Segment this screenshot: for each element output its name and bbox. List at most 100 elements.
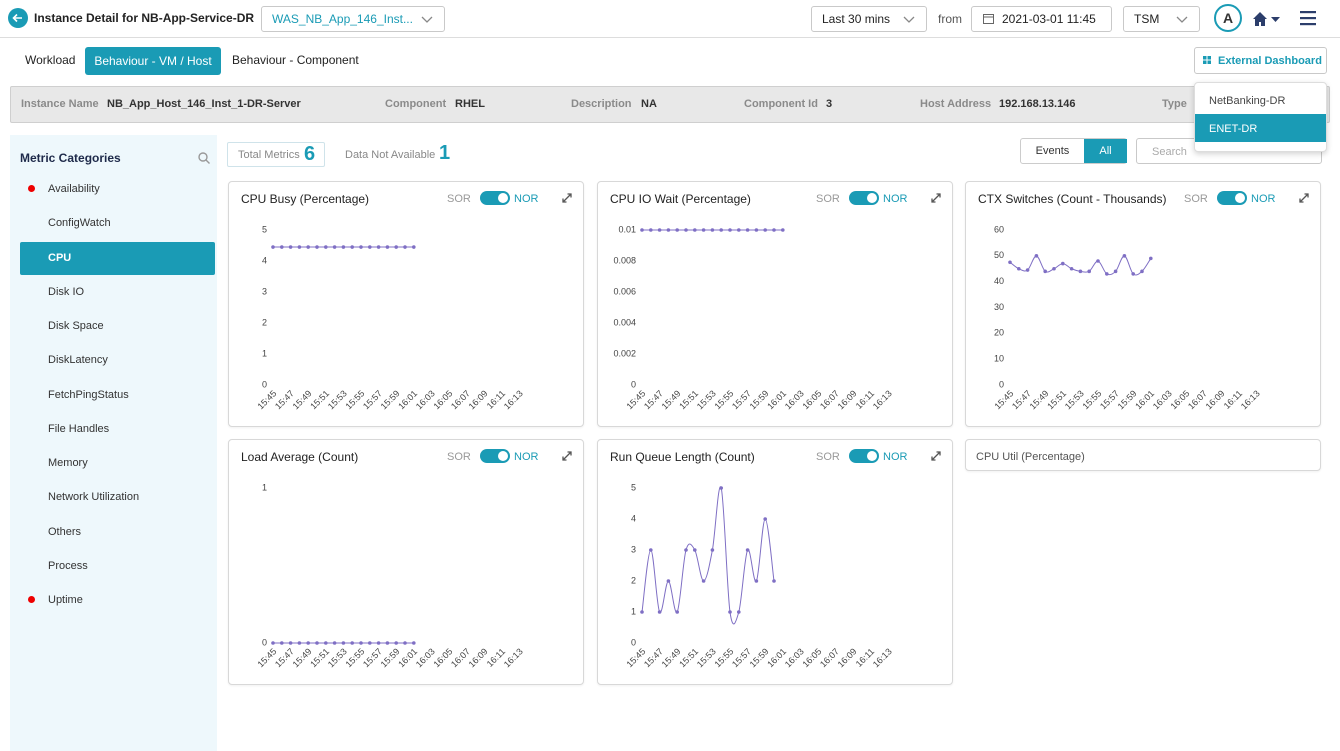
dashboard-icon-cell	[1207, 60, 1211, 64]
toggle-label[interactable]: SOR	[816, 193, 840, 205]
menu-icon[interactable]	[1300, 11, 1316, 26]
menu-line	[1300, 23, 1316, 26]
expand-icon[interactable]	[562, 451, 572, 461]
toggle-label[interactable]: SOR	[1184, 193, 1208, 205]
x-tick-label: 16:07	[449, 388, 472, 411]
date-input[interactable]: 2021-03-01 11:45	[971, 6, 1112, 32]
info-value: 3	[826, 98, 833, 110]
y-tick-label: 0	[631, 379, 636, 389]
sidebar-item[interactable]: Memory	[48, 457, 88, 469]
x-tick-label: 15:59	[1116, 388, 1139, 411]
avatar[interactable]: A	[1214, 4, 1242, 32]
toggle-label[interactable]: SOR	[816, 451, 840, 463]
sidebar-item[interactable]: Uptime	[48, 594, 83, 606]
data-point	[1025, 268, 1030, 272]
service-select[interactable]: WAS_NB_App_146_Inst...	[261, 6, 445, 32]
toggle-label[interactable]: NOR	[514, 193, 539, 205]
dropdown-option[interactable]: ENET-DR	[1195, 114, 1326, 142]
x-tick-label: 15:55	[712, 388, 735, 411]
toggle-label[interactable]: NOR	[883, 193, 908, 205]
chevron	[1176, 16, 1188, 23]
x-tick-label: 15:47	[273, 646, 296, 669]
na-label: Data Not Available	[345, 149, 436, 161]
sidebar-item[interactable]: Disk Space	[48, 320, 104, 332]
filter-option[interactable]: Events	[1035, 145, 1070, 157]
chart-panel: Run Queue Length (Count) SOR NOR 0 1 2 3 4 5 15:4…	[597, 439, 953, 685]
y-tick-label: 4	[262, 255, 267, 265]
info-label: Component Id	[744, 98, 818, 110]
y-tick-label: 2	[262, 317, 267, 327]
data-point	[781, 228, 785, 232]
info-label: Description	[571, 98, 632, 110]
data-point	[772, 228, 776, 232]
back-button[interactable]	[8, 8, 28, 28]
data-point	[754, 228, 759, 232]
timezone-select[interactable]: TSM	[1123, 6, 1200, 32]
sidebar-item[interactable]: Process	[48, 559, 88, 572]
y-tick-label: 20	[994, 328, 1004, 338]
data-point	[297, 245, 302, 249]
x-tick-label: 15:57	[361, 646, 384, 669]
toggle-label[interactable]: SOR	[447, 193, 471, 205]
dropdown-option[interactable]: NetBanking-DR	[1209, 95, 1286, 107]
x-tick-label: 15:47	[273, 388, 296, 411]
data-point	[693, 548, 697, 552]
x-tick-label: 15:59	[379, 646, 402, 669]
toggle-switch[interactable]	[480, 449, 510, 463]
tab[interactable]: Workload	[25, 53, 76, 67]
sidebar-item[interactable]: DiskLatency	[48, 354, 108, 367]
info-value: RHEL	[455, 98, 485, 110]
expand-icon[interactable]	[562, 193, 572, 203]
tab[interactable]: Behaviour - VM / Host	[85, 47, 221, 75]
sidebar-item[interactable]: ConfigWatch	[48, 217, 111, 230]
y-tick-label: 0.006	[613, 286, 636, 296]
sidebar-item[interactable]: CPU	[48, 251, 72, 264]
time-range-select[interactable]: Last 30 mins	[811, 6, 927, 32]
sidebar	[10, 135, 217, 751]
x-tick-label: 16:03	[783, 388, 806, 411]
x-tick-label: 15:53	[326, 646, 349, 669]
sidebar-item[interactable]: Network Utilization	[48, 491, 140, 504]
external-dashboard-button[interactable]: External Dashboard	[1194, 47, 1327, 74]
y-tick-label: 0	[631, 637, 636, 647]
x-tick-label: 15:53	[695, 646, 718, 669]
tab[interactable]: Behaviour - Component	[232, 53, 359, 67]
sidebar-item[interactable]: Availability	[48, 183, 100, 195]
expand-icon[interactable]	[1299, 193, 1309, 203]
toggle-switch[interactable]	[849, 191, 879, 205]
y-tick-label: 50	[994, 250, 1004, 260]
home-icon[interactable]	[1252, 11, 1284, 27]
data-point	[728, 228, 732, 232]
sidebar-item[interactable]: File Handles	[48, 422, 110, 435]
expand-icon[interactable]	[931, 451, 941, 461]
toggle-switch[interactable]	[1217, 191, 1247, 205]
y-tick-label: 30	[994, 302, 1004, 312]
x-tick-label: 16:05	[800, 388, 823, 411]
toggle-switch[interactable]	[849, 449, 879, 463]
sidebar-item[interactable]: Disk IO	[48, 285, 85, 298]
toggle-label[interactable]: NOR	[883, 451, 908, 463]
toggle-label[interactable]: NOR	[514, 451, 539, 463]
data-point	[701, 228, 706, 232]
expand-arrows	[562, 451, 572, 461]
expand-icon[interactable]	[931, 193, 941, 203]
x-tick-label: 16:13	[502, 646, 525, 669]
filter-group: Events All	[1020, 138, 1127, 164]
toggle-label[interactable]: NOR	[1251, 193, 1276, 205]
alert-dot	[28, 185, 35, 192]
y-tick-label: 40	[994, 276, 1004, 286]
x-tick-label: 15:57	[361, 388, 384, 411]
toggle-label[interactable]: SOR	[447, 451, 471, 463]
x-tick-label: 16:01	[396, 388, 419, 411]
home-caret	[1271, 17, 1280, 22]
filter-option[interactable]: All	[1084, 139, 1127, 163]
x-tick-label: 16:03	[783, 646, 806, 669]
sidebar-item[interactable]: FetchPingStatus	[48, 388, 129, 401]
x-tick-label: 16:05	[431, 646, 454, 669]
sidebar-item[interactable]: Others	[48, 525, 82, 538]
data-point	[675, 228, 679, 232]
back-arrow	[12, 13, 22, 23]
data-point	[288, 641, 293, 645]
chevron-icon	[903, 16, 915, 23]
toggle-switch[interactable]	[480, 191, 510, 205]
